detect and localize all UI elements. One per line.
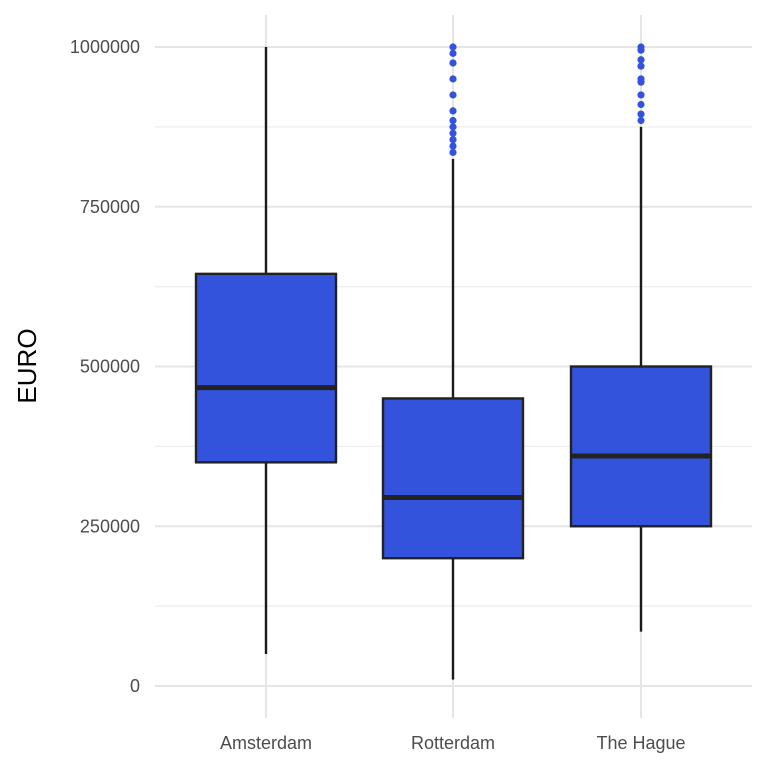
outlier-point [637,116,645,125]
outlier-point [637,100,645,109]
outlier-point [449,148,457,157]
outlier-point [449,129,457,137]
y-tick-label: 1000000 [70,37,140,57]
y-tick-label: 250000 [80,516,140,536]
x-tick-label: The Hague [596,733,685,753]
outlier-point [637,75,645,83]
outlier-point [449,49,457,57]
outlier-point [637,43,645,51]
y-tick-label: 500000 [80,357,140,377]
iqr-box [569,365,713,528]
outlier-point [449,116,457,125]
outlier-point [637,91,645,99]
box-the-hague [569,43,713,632]
outlier-point [449,91,457,99]
outlier-point [449,142,457,150]
y-tick-label: 0 [130,676,140,696]
x-tick-label: Amsterdam [220,733,312,753]
box-series [194,43,713,680]
outlier-point [637,110,645,118]
box-rotterdam [381,43,525,680]
x-tick-label: Rotterdam [411,733,495,753]
box-amsterdam [194,47,338,655]
iqr-box [381,397,525,560]
outlier-point [449,123,457,131]
outlier-point [637,56,645,64]
outlier-point [449,136,457,144]
outlier-point [449,107,457,115]
y-tick-label: 750000 [80,197,140,217]
outlier-point [637,62,645,70]
outlier-point [449,43,457,51]
y-axis-label: EURO [12,328,42,403]
outlier-point [449,75,457,83]
x-axis-ticks: Amsterdam Rotterdam The Hague [220,733,686,753]
y-axis-ticks: 0 250000 500000 750000 1000000 [70,37,140,696]
iqr-box [194,272,338,464]
outlier-point [449,59,457,67]
